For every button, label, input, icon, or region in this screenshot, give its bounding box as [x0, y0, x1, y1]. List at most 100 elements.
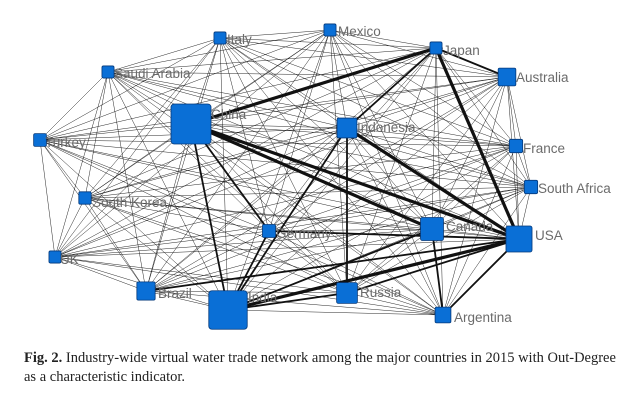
label-argentina: Argentina	[454, 310, 512, 325]
edge-saudi-arabia-south-korea	[84, 71, 109, 199]
edge-uk-russia	[54, 256, 348, 294]
edge-japan-south-korea	[84, 47, 437, 199]
edge-south-korea-germany	[84, 197, 270, 232]
node-italy	[213, 31, 227, 45]
edge-turkey-russia	[39, 139, 348, 294]
label-australia: Australia	[516, 70, 569, 85]
edge-mexico-turkey	[39, 29, 331, 141]
edge-france-india	[227, 145, 517, 311]
edge-australia-turkey	[39, 76, 508, 141]
edge-australia-usa	[506, 76, 520, 240]
edge-turkey-france	[39, 139, 517, 147]
node-mexico	[323, 23, 337, 37]
label-brazil: Brazil	[158, 286, 192, 301]
edge-mexico-japan	[329, 29, 437, 49]
edge-uk-brazil	[54, 256, 147, 292]
edge-australia-russia	[346, 76, 508, 294]
edge-germany-uk	[54, 230, 270, 258]
edge-italy-argentina	[219, 37, 444, 316]
edge-china-indonesia	[190, 123, 348, 129]
label-saudi-arabia: Saudi Arabia	[114, 66, 191, 81]
edge-saudi-arabia-germany	[107, 71, 270, 232]
heavy-edge-indonesia-india	[227, 127, 348, 311]
edge-china-turkey	[39, 123, 192, 141]
label-indonesia: Indonesia	[357, 120, 416, 135]
heavy-edge-australia-japan	[435, 47, 508, 78]
edge-china-uk	[54, 123, 192, 258]
label-germany: Germany	[276, 226, 332, 241]
edge-australia-south-korea	[84, 76, 508, 199]
figure-caption: Fig. 2. Industry-wide virtual water trad…	[24, 349, 624, 387]
edge-indonesia-canada	[346, 127, 433, 230]
label-italy: Italy	[227, 32, 252, 47]
caption-label: Fig. 2.	[24, 350, 63, 366]
node-japan	[429, 41, 443, 55]
edge-indonesia-uk	[54, 127, 348, 258]
edge-japan-russia	[346, 47, 437, 294]
edge-australia-indonesia	[346, 76, 508, 129]
edge-italy-australia	[219, 37, 508, 78]
edge-south-africa-germany	[268, 186, 532, 232]
edge-japan-india	[227, 47, 437, 311]
heavy-edge-china-india	[190, 123, 230, 311]
node-turkey	[33, 133, 47, 147]
label-turkey: Turkey	[45, 135, 86, 150]
edge-south-korea-uk	[54, 197, 86, 258]
edge-canada-russia	[346, 228, 433, 294]
node-south-korea	[78, 191, 92, 205]
edge-indonesia-germany	[268, 127, 348, 232]
heavy-edge-usa-germany	[268, 228, 520, 240]
edge-italy-south-africa	[219, 37, 532, 188]
edge-italy-france	[219, 37, 517, 147]
edge-italy-japan	[219, 37, 437, 49]
edge-indonesia-south-africa	[346, 127, 532, 188]
heavy-edge-japan-china	[189, 46, 437, 126]
edge-australia-argentina	[442, 76, 508, 316]
edge-uk-argentina	[54, 256, 444, 316]
edge-indonesia-france	[346, 127, 517, 147]
heavy-edge-china-canada	[190, 122, 434, 231]
node-saudi-arabia	[101, 65, 115, 79]
edge-japan-uk	[54, 47, 437, 258]
edge-china-argentina	[190, 123, 444, 316]
edge-italy-uk	[54, 37, 221, 258]
node-china	[170, 103, 212, 145]
heavy-edge-japan-indonesia	[346, 47, 437, 129]
edge-japan-turkey	[39, 47, 437, 141]
edge-canada-brazil	[145, 228, 433, 292]
edge-russia-argentina	[346, 292, 444, 316]
heavy-edge-usa-india	[226, 237, 520, 313]
edge-australia-china	[190, 76, 508, 125]
edge-mexico-argentina	[329, 29, 444, 316]
edge-south-korea-usa	[84, 197, 520, 240]
edge-france-uk	[54, 145, 517, 258]
edge-japan-canada	[431, 47, 437, 230]
edge-australia-france	[506, 76, 517, 147]
edge-mexico-canada	[329, 29, 433, 230]
edge-australia-uk	[54, 76, 508, 258]
trade-network-diagram: Italy Mexico Japan Saudi Arabia Australia Chi…	[33, 23, 611, 330]
edge-turkey-india	[39, 139, 229, 311]
edge-mexico-usa	[329, 29, 520, 240]
node-argentina	[434, 306, 452, 324]
edge-south-africa-canada	[431, 186, 532, 230]
label-uk: UK	[60, 252, 79, 267]
edge-india-argentina	[227, 309, 444, 316]
edge-turkey-south-korea	[39, 139, 86, 199]
node-india	[208, 290, 248, 330]
node-uk	[48, 250, 62, 264]
edge-turkey-uk	[39, 139, 56, 258]
edge-south-korea-india	[84, 197, 229, 311]
edge-mexico-russia	[329, 29, 348, 294]
edge-south-africa-argentina	[442, 186, 532, 316]
label-japan: Japan	[443, 43, 480, 58]
edge-south-africa-south-korea	[84, 186, 532, 199]
edge-italy-germany	[219, 37, 270, 232]
edge-south-korea-canada	[84, 197, 433, 230]
edge-italy-mexico	[219, 29, 331, 39]
edge-turkey-germany	[39, 139, 270, 232]
edge-italy-saudi-arabia	[107, 37, 221, 73]
edge-australia-india	[227, 76, 508, 311]
edge-mexico-saudi-arabia	[107, 29, 331, 73]
edge-saudi-arabia-uk	[54, 71, 109, 258]
